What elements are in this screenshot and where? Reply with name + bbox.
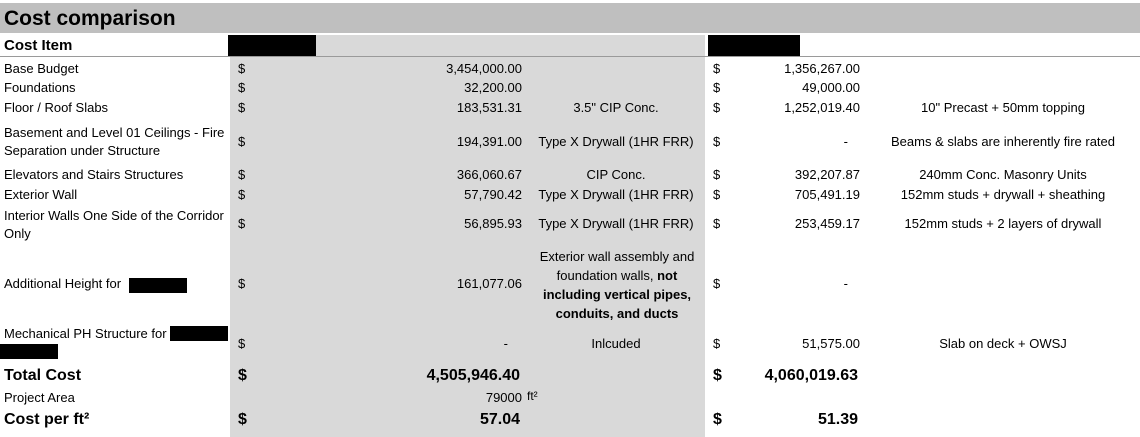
currency-symbol: $	[238, 61, 246, 76]
total-b-value: 4,060,019.63	[764, 367, 858, 384]
currency-symbol: $	[713, 61, 721, 76]
option-a-value: 3,454,000.00	[446, 61, 522, 76]
currency-symbol: $	[238, 367, 247, 384]
redacted-text	[170, 326, 228, 341]
cost-item-label: Mechanical PH Structure for	[4, 326, 167, 341]
currency-symbol: $	[713, 100, 721, 115]
option-b-value: -	[843, 276, 848, 291]
currency-symbol: $	[238, 80, 246, 95]
option-b-note: Slab on deck + OWSJ	[939, 336, 1067, 351]
option-b-value: 1,252,019.40	[784, 100, 860, 115]
redacted-header-b	[708, 35, 800, 56]
option-a-value: 57,790.42	[464, 187, 522, 202]
cost-item-label: Elevators and Stairs Structures	[4, 167, 184, 182]
option-a-value: -	[503, 336, 508, 351]
project-area-value: 79000	[485, 390, 522, 405]
currency-symbol: $	[713, 167, 721, 182]
currency-symbol: $	[238, 187, 246, 202]
currency-symbol: $	[238, 276, 246, 291]
option-b-value: 51,575.00	[802, 336, 860, 351]
header-underline	[0, 56, 1140, 57]
option-b-value: 705,491.19	[794, 187, 860, 202]
option-b-note: 240mm Conc. Masonry Units	[919, 167, 1087, 182]
option-a-note: Type X Drywall (1HR FRR)	[538, 216, 694, 231]
option-b-note: 10" Precast + 50mm topping	[921, 100, 1085, 115]
currency-symbol: $	[713, 411, 722, 428]
option-b-note: 152mm studs + 2 layers of drywall	[904, 216, 1102, 231]
currency-symbol: $	[238, 134, 246, 149]
currency-symbol: $	[713, 216, 721, 231]
redacted-text	[129, 278, 187, 293]
page-title: Cost comparison	[4, 7, 176, 30]
project-area-unit: ft²	[527, 389, 538, 403]
currency-symbol: $	[238, 167, 246, 182]
cost-per-area-b: 51.39	[817, 411, 858, 428]
cost-per-area-a: 57.04	[479, 411, 520, 428]
cost-item-label: Base Budget	[4, 61, 79, 76]
project-area-label: Project Area	[4, 390, 75, 405]
cost-item-label: Exterior Wall	[4, 187, 78, 202]
option-a-value: 366,060.67	[456, 167, 522, 182]
option-b-value: 1,356,267.00	[784, 61, 860, 76]
option-a-value: 32,200.00	[464, 80, 522, 95]
total-a-value: 4,505,946.40	[426, 367, 520, 384]
title-bar	[0, 3, 1140, 33]
currency-symbol: $	[238, 411, 247, 428]
option-b-value: 49,000.00	[802, 80, 860, 95]
option-a-value: 56,895.93	[464, 216, 522, 231]
currency-symbol: $	[238, 336, 246, 351]
option-a-column	[230, 57, 705, 437]
currency-symbol: $	[238, 100, 246, 115]
option-b-note: 152mm studs + drywall + sheathing	[900, 187, 1106, 202]
option-a-value: 183,531.31	[456, 100, 522, 115]
currency-symbol: $	[713, 367, 722, 384]
option-a-note: Inlcuded	[591, 336, 641, 351]
option-b-note: Beams & slabs are inherently fire rated	[891, 134, 1115, 149]
option-b-value: -	[843, 134, 848, 149]
option-a-note: Type X Drywall (1HR FRR)	[538, 187, 694, 202]
option-a-note-plain: Exterior wall assembly and foundation wa…	[539, 249, 695, 283]
cost-item-label: Additional Height for	[4, 276, 122, 291]
redacted-text	[0, 344, 58, 359]
cost-item-label: Floor / Roof Slabs	[4, 100, 109, 115]
cost-item-label: Foundations	[4, 80, 76, 95]
header-band-a	[316, 35, 705, 57]
currency-symbol: $	[713, 187, 721, 202]
currency-symbol: $	[238, 216, 246, 231]
option-a-note: CIP Conc.	[586, 167, 646, 182]
cost-per-area-label: Cost per ft²	[4, 411, 90, 428]
option-b-value: 392,207.87	[794, 167, 860, 182]
redacted-header-a	[228, 35, 316, 56]
option-a-note: Type X Drywall (1HR FRR)	[538, 134, 694, 149]
option-b-value: 253,459.17	[794, 216, 860, 231]
currency-symbol: $	[713, 276, 721, 291]
option-a-value: 194,391.00	[456, 134, 522, 149]
currency-symbol: $	[713, 80, 721, 95]
option-a-value: 161,077.06	[456, 276, 522, 291]
option-a-note-bold: not including vertical pipes, conduits, …	[542, 268, 692, 321]
cost-item-label: Basement and Level 01 Ceilings - Fire Se…	[4, 125, 225, 158]
currency-symbol: $	[713, 134, 721, 149]
cost-item-label: Interior Walls One Side of the Corridor …	[4, 208, 224, 241]
currency-symbol: $	[713, 336, 721, 351]
total-cost-label: Total Cost	[4, 367, 82, 384]
option-a-note: Exterior wall assembly and foundation wa…	[534, 247, 700, 323]
header-cost-item: Cost Item	[4, 37, 73, 54]
option-a-note: 3.5" CIP Conc.	[573, 100, 659, 115]
